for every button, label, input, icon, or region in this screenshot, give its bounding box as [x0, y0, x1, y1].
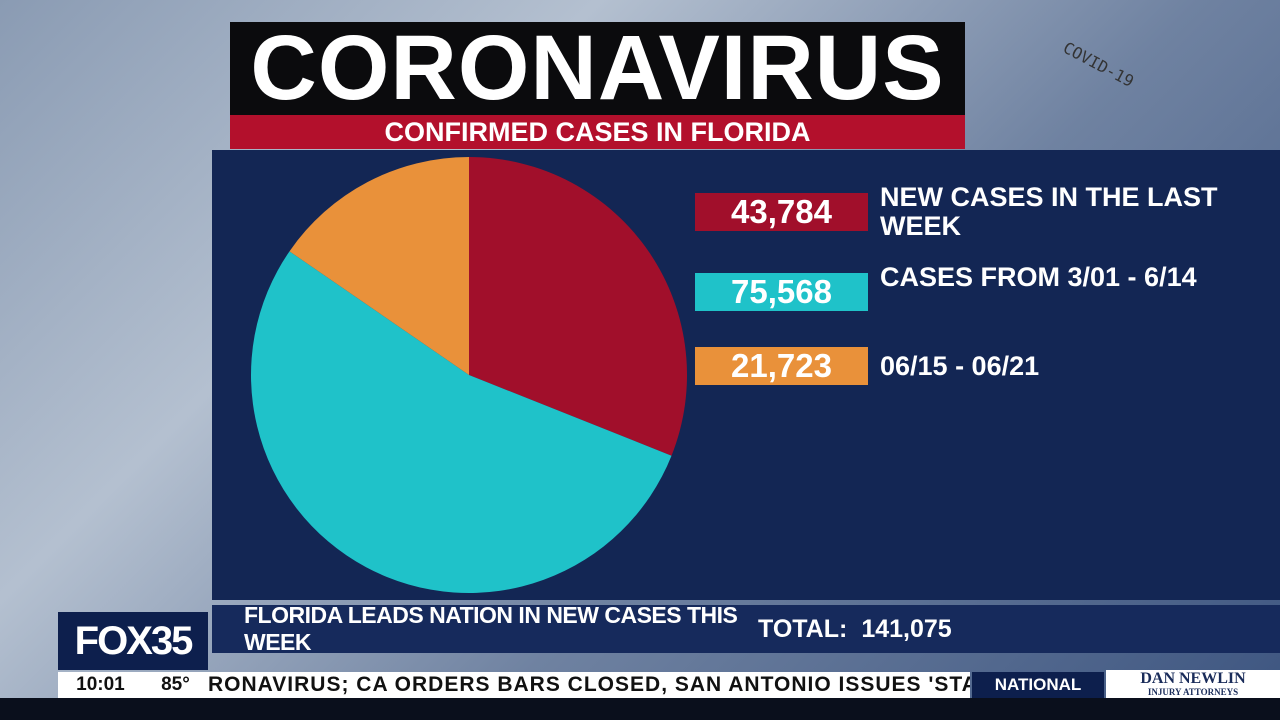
legend-label: 06/15 - 06/21	[880, 351, 1040, 381]
chart-title: CORONAVIRUS	[230, 17, 965, 119]
ticker-section: NATIONAL	[972, 672, 1104, 698]
station-logo: FOX35	[58, 612, 208, 670]
lower-third: FLORIDA LEADS NATION IN NEW CASES THIS W…	[212, 602, 1280, 655]
bottom-strip	[0, 698, 1280, 720]
temperature: 85°	[161, 674, 190, 695]
sponsor-name: DAN NEWLIN	[1140, 670, 1246, 687]
time-temp: 10:01 85°	[58, 672, 208, 698]
time: 10:01	[76, 674, 125, 695]
total-value: 141,075	[861, 614, 952, 643]
pie-slice	[289, 157, 469, 375]
ticker-text: RONAVIRUS; CA ORDERS BARS CLOSED, SAN AN…	[208, 673, 970, 696]
sponsor: DAN NEWLIN INJURY ATTORNEYS	[1106, 670, 1280, 700]
sponsor-tagline: INJURY ATTORNEYS	[1147, 687, 1239, 697]
legend-value: 75,568	[695, 273, 868, 311]
pie-slice	[469, 157, 687, 456]
legend-label: CASES FROM 3/01 - 6/14	[880, 262, 1197, 292]
legend-value: 43,784	[695, 193, 868, 231]
pie-slice	[250, 251, 672, 594]
total-label: TOTAL:	[758, 614, 848, 643]
ticker: RONAVIRUS; CA ORDERS BARS CLOSED, SAN AN…	[208, 672, 970, 698]
legend-value: 21,723	[695, 347, 868, 385]
legend-label: NEW CASES IN THE LAST WEEK	[880, 182, 1218, 241]
headline: FLORIDA LEADS NATION IN NEW CASES THIS W…	[244, 602, 738, 655]
chart-subtitle: CONFIRMED CASES IN FLORIDA	[230, 115, 965, 149]
